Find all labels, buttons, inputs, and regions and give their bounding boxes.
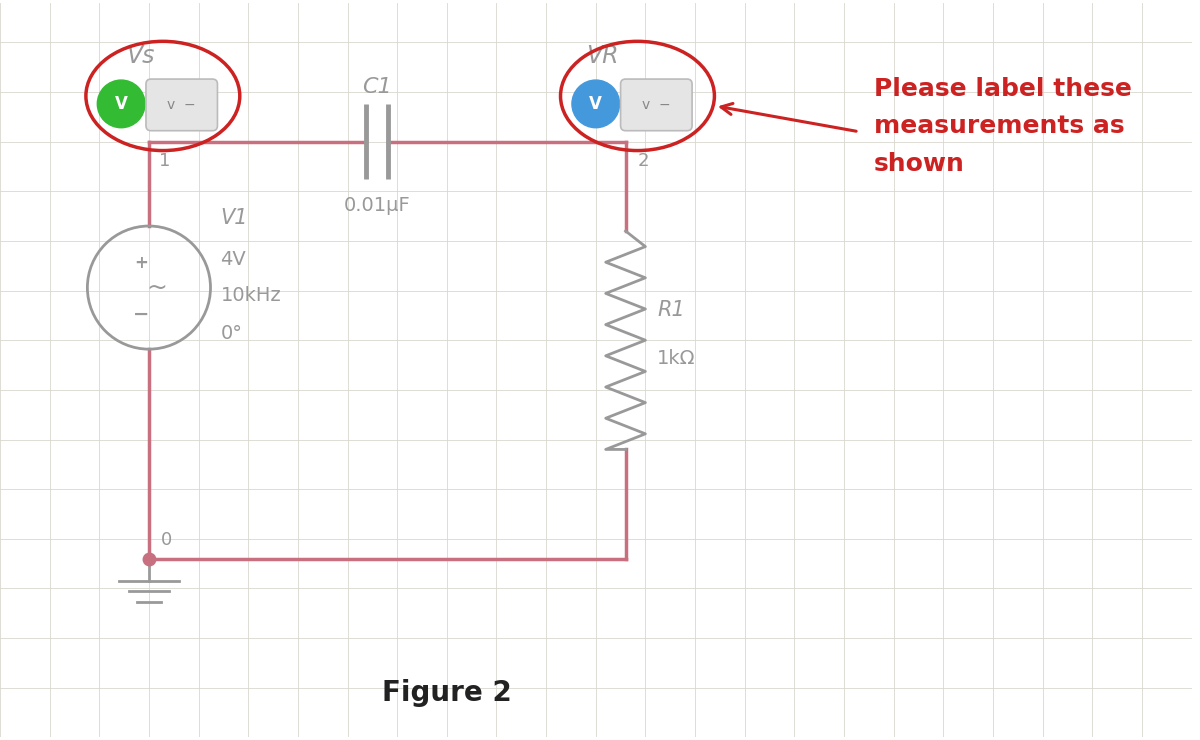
Text: v  −: v −	[642, 98, 671, 112]
FancyArrowPatch shape	[721, 104, 856, 131]
Text: Please label these
measurements as
shown: Please label these measurements as shown	[874, 77, 1132, 175]
Text: 0°: 0°	[221, 324, 242, 343]
Text: V: V	[589, 95, 602, 113]
Text: R1: R1	[658, 300, 685, 320]
Text: 4V: 4V	[221, 250, 246, 269]
FancyBboxPatch shape	[620, 79, 692, 131]
Text: ~: ~	[146, 275, 167, 300]
Text: V: V	[115, 95, 127, 113]
Text: 0.01μF: 0.01μF	[344, 196, 410, 215]
Text: 10kHz: 10kHz	[221, 286, 281, 305]
Text: v  −: v −	[167, 98, 196, 112]
Circle shape	[572, 80, 619, 128]
Text: 1: 1	[158, 152, 170, 169]
Text: V1: V1	[221, 208, 248, 228]
Text: VR: VR	[586, 44, 618, 68]
Text: +: +	[134, 254, 148, 272]
Text: Figure 2: Figure 2	[382, 679, 511, 707]
Text: 1kΩ: 1kΩ	[658, 349, 696, 368]
Text: 2: 2	[637, 152, 649, 169]
Text: C1: C1	[362, 77, 392, 97]
Circle shape	[97, 80, 145, 128]
Text: Vs: Vs	[126, 44, 155, 68]
Text: −: −	[133, 305, 149, 324]
FancyBboxPatch shape	[146, 79, 217, 131]
Text: 0: 0	[161, 531, 172, 549]
